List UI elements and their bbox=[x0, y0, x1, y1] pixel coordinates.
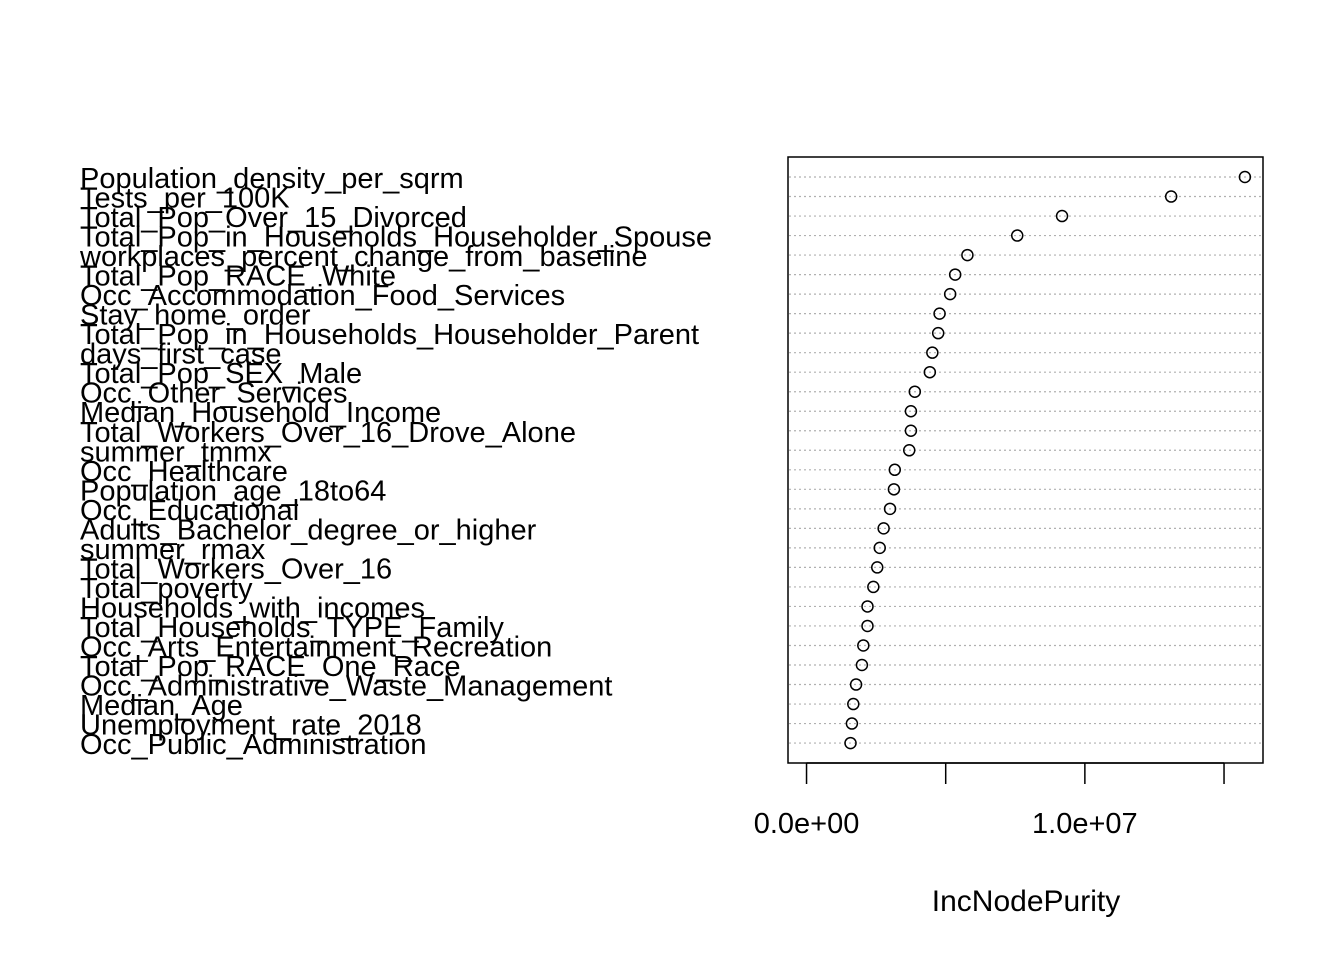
variable-label: Occ_Arts_Entertainment_Recreation bbox=[80, 631, 552, 663]
variable-label: Occ_Administrative_Waste_Management bbox=[80, 671, 612, 703]
importance-point bbox=[855, 658, 869, 672]
importance-point bbox=[861, 619, 874, 633]
importance-point bbox=[849, 678, 863, 691]
importance-point bbox=[926, 346, 939, 359]
importance-point bbox=[888, 463, 902, 477]
importance-point bbox=[933, 307, 946, 320]
variable-label: Occ_Educational bbox=[80, 495, 299, 527]
variable-label: Households_with_incomes bbox=[80, 592, 425, 624]
importance-points bbox=[844, 170, 1252, 750]
importance-point bbox=[931, 326, 945, 340]
x-axis-label: IncNodePurity bbox=[932, 885, 1120, 918]
importance-point bbox=[1055, 209, 1069, 223]
importance-point bbox=[961, 248, 974, 262]
variable-label: Total_poverty bbox=[80, 573, 253, 605]
variable-label: Stay_home_order bbox=[80, 300, 311, 332]
importance-point bbox=[887, 483, 901, 496]
variable-label: Occ_Healthcare bbox=[80, 456, 288, 488]
variable-label: Total_Pop_in_Households_Householder_Spou… bbox=[80, 222, 712, 254]
variable-label: Occ_Other_Services bbox=[80, 378, 348, 410]
variable-label: Occ_Accommodation_Food_Services bbox=[80, 280, 565, 312]
importance-point bbox=[857, 639, 870, 652]
importance-point bbox=[873, 541, 886, 555]
importance-point bbox=[877, 522, 890, 535]
importance-point bbox=[845, 717, 859, 730]
variable-label: Total_Pop_SEX_Male bbox=[80, 358, 362, 390]
importance-point bbox=[1010, 229, 1024, 242]
dotted-gridlines bbox=[789, 176, 1262, 744]
variable-label: summer_rmax bbox=[80, 534, 266, 566]
variable-label: Population_age_18to64 bbox=[80, 475, 386, 507]
variable-label: Total_Workers_Over_16 bbox=[80, 553, 392, 585]
importance-point bbox=[943, 287, 957, 301]
variable-label: Population_density_per_sqrm bbox=[80, 163, 464, 195]
plot-frame bbox=[787, 156, 1264, 764]
x-tick-label: 0.0e+00 bbox=[754, 808, 860, 840]
variable-label: Total_Pop_in_Households_Householder_Pare… bbox=[80, 319, 699, 351]
importance-point bbox=[867, 580, 880, 594]
importance-point bbox=[883, 502, 897, 516]
importance-point bbox=[948, 268, 962, 281]
variable-labels: Population_density_per_sqrmTests_per_100… bbox=[79, 163, 712, 761]
variable-label: Unemployment_rate_2018 bbox=[80, 710, 422, 742]
variable-label: summer_tmmx bbox=[80, 436, 272, 468]
variable-label: Total_Pop_RACE_White bbox=[80, 261, 396, 293]
variable-label: Median_Age bbox=[80, 690, 243, 722]
importance-point bbox=[847, 697, 860, 711]
importance-point bbox=[1164, 190, 1178, 203]
x-tick-label: 1.0e+07 bbox=[1032, 808, 1138, 840]
x-axis: 0.0e+00 1.0e+07 bbox=[754, 762, 1225, 840]
importance-point bbox=[870, 561, 884, 574]
variable-label: Total_Households_TYPE_Family bbox=[80, 612, 504, 644]
variable-label: Total_Pop_RACE_One_Race bbox=[80, 651, 460, 683]
importance-point bbox=[1238, 170, 1252, 184]
importance-point bbox=[904, 424, 918, 438]
variable-label: Median_Household_Income bbox=[80, 397, 441, 429]
variable-label: Total_Pop_Over_15_Divorced bbox=[80, 202, 467, 234]
variable-label: days_first_case bbox=[80, 339, 282, 371]
variable-label: workplaces_percent_change_from_baseline bbox=[79, 241, 647, 273]
importance-point bbox=[923, 365, 937, 379]
importance-point bbox=[902, 444, 916, 457]
importance-point bbox=[904, 404, 918, 418]
variable-label: Tests_per_100K bbox=[80, 183, 290, 215]
variable-label: Total_Workers_Over_16_Drove_Alone bbox=[80, 417, 576, 449]
importance-point bbox=[861, 600, 874, 613]
importance-point bbox=[908, 385, 922, 398]
importance-point bbox=[844, 736, 857, 750]
variable-label: Occ_Public_Administration bbox=[80, 729, 427, 761]
variable-label: Adults_Bachelor_degree_or_higher bbox=[80, 514, 537, 546]
